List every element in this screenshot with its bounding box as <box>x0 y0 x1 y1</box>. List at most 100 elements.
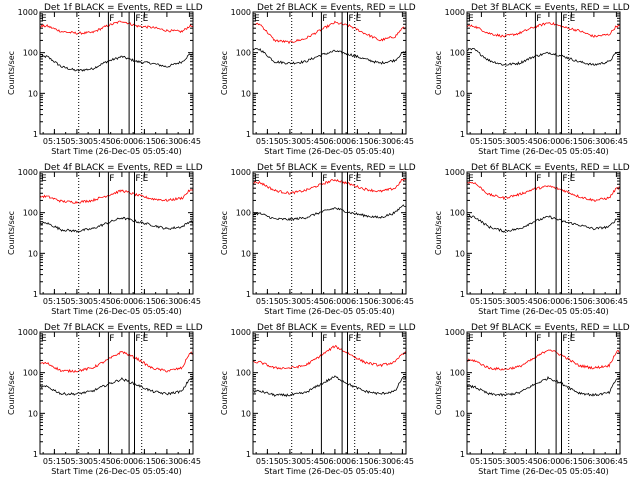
x-tick-label: 06:45 <box>391 457 414 466</box>
x-tick-label: 05:45 <box>301 297 324 306</box>
marker-label-e: E <box>356 334 362 344</box>
series-line-events <box>467 214 620 233</box>
x-tick-label: 06:45 <box>178 457 201 466</box>
x-axis-label: Start Time (26-Dec-05 05:05:40) <box>51 307 182 316</box>
y-axis-label: Counts/sec <box>220 211 229 255</box>
y-tick-label: 1000 <box>231 8 251 17</box>
y-tick-label: 1000 <box>445 8 465 17</box>
series-line-events <box>253 204 406 222</box>
y-tick-label: 1 <box>33 130 38 139</box>
x-axis-label: Start Time (26-Dec-05 05:05:40) <box>51 147 182 156</box>
x-tick-label: 06:30 <box>155 137 178 146</box>
x-tick-label: 05:45 <box>301 457 324 466</box>
y-tick-label: 1 <box>246 290 251 299</box>
y-axis-label: Counts/sec <box>220 51 229 95</box>
marker-label-e-left: E <box>254 334 260 344</box>
marker-label-e: E <box>356 14 362 24</box>
x-tick-label: 06:15 <box>133 457 156 466</box>
series-line-lld <box>253 178 406 195</box>
x-tick-label: 06:00 <box>110 297 133 306</box>
x-tick-label: 06:45 <box>391 297 414 306</box>
x-tick-label: 05:45 <box>515 457 538 466</box>
y-tick-label: 1000 <box>18 168 38 177</box>
y-tick-label: 100 <box>236 369 251 378</box>
x-tick-label: 06:30 <box>582 137 605 146</box>
y-tick-label: 10 <box>241 409 251 418</box>
x-tick-label: 06:15 <box>560 457 583 466</box>
marker-label-f: F <box>135 174 140 184</box>
series-line-events <box>253 47 406 65</box>
marker-label-e-left: E <box>41 334 47 344</box>
x-tick-label: 05:30 <box>278 457 301 466</box>
y-tick-label: 100 <box>23 49 38 58</box>
marker-label-f: F <box>562 14 567 24</box>
x-tick-label: 06:15 <box>133 137 156 146</box>
x-tick-label: 06:15 <box>346 297 369 306</box>
x-tick-label: 05:15 <box>256 137 279 146</box>
marker-label-e-left: E <box>468 174 474 184</box>
marker-label-f: F <box>348 334 353 344</box>
x-tick-label: 06:30 <box>368 457 391 466</box>
x-tick-label: 05:45 <box>88 297 111 306</box>
x-tick-label: 05:15 <box>256 457 279 466</box>
chart-title: Det 8f BLACK = Events, RED = LLD <box>257 323 416 333</box>
marker-label-e: E <box>143 334 149 344</box>
x-axis-label: Start Time (26-Dec-05 05:05:40) <box>478 307 609 316</box>
x-tick-label: 06:45 <box>605 457 628 466</box>
x-tick-label: 06:15 <box>346 457 369 466</box>
y-axis-label: Counts/sec <box>220 371 229 415</box>
y-tick-label: 100 <box>23 209 38 218</box>
x-tick-label: 05:30 <box>492 137 515 146</box>
series-line-events <box>40 377 193 396</box>
x-axis-label: Start Time (26-Dec-05 05:05:40) <box>264 147 395 156</box>
y-tick-label: 10 <box>241 249 251 258</box>
x-axis-label: Start Time (26-Dec-05 05:05:40) <box>264 467 395 476</box>
y-axis-label: Counts/sec <box>7 51 16 95</box>
x-tick-label: 06:30 <box>368 137 391 146</box>
x-tick-label: 06:00 <box>323 137 346 146</box>
marker-label-f: F <box>562 174 567 184</box>
marker-label-e-left: E <box>254 174 260 184</box>
x-tick-label: 05:30 <box>65 137 88 146</box>
marker-label-e-left: E <box>468 334 474 344</box>
y-tick-label: 1 <box>460 290 465 299</box>
x-tick-label: 05:45 <box>301 137 324 146</box>
series-line-events <box>253 375 406 398</box>
marker-label-e-left: E <box>254 14 260 24</box>
series-line-lld <box>467 21 620 38</box>
x-tick-label: 06:00 <box>110 457 133 466</box>
x-axis-label: Start Time (26-Dec-05 05:05:40) <box>264 307 395 316</box>
marker-label-f: F <box>322 14 327 24</box>
marker-label-f: F <box>322 334 327 344</box>
marker-label-e: E <box>570 14 576 24</box>
series-line-lld <box>253 20 406 45</box>
chart-title: Det 3f BLACK = Events, RED = LLD <box>471 3 630 13</box>
series-line-events <box>467 47 620 66</box>
x-tick-label: 06:00 <box>537 137 560 146</box>
x-tick-label: 05:30 <box>492 297 515 306</box>
chart-title: Det 1f BLACK = Events, RED = LLD <box>44 3 203 13</box>
y-axis-label: Counts/sec <box>434 211 443 255</box>
plot-frame <box>466 331 621 455</box>
marker-label-f: F <box>135 14 140 24</box>
y-tick-label: 100 <box>450 209 465 218</box>
x-tick-label: 06:45 <box>178 297 201 306</box>
x-tick-label: 05:15 <box>43 297 66 306</box>
y-tick-label: 100 <box>236 209 251 218</box>
plot-frame <box>252 11 407 135</box>
y-axis-label: Counts/sec <box>434 51 443 95</box>
x-tick-label: 06:00 <box>537 457 560 466</box>
y-tick-label: 1 <box>33 290 38 299</box>
plot-frame <box>252 331 407 455</box>
x-tick-label: 05:15 <box>43 137 66 146</box>
marker-label-e: E <box>143 14 149 24</box>
plot-frame <box>466 11 621 135</box>
marker-label-e: E <box>356 174 362 184</box>
x-tick-label: 06:15 <box>346 137 369 146</box>
series-line-lld <box>40 20 193 35</box>
x-tick-label: 05:30 <box>278 297 301 306</box>
